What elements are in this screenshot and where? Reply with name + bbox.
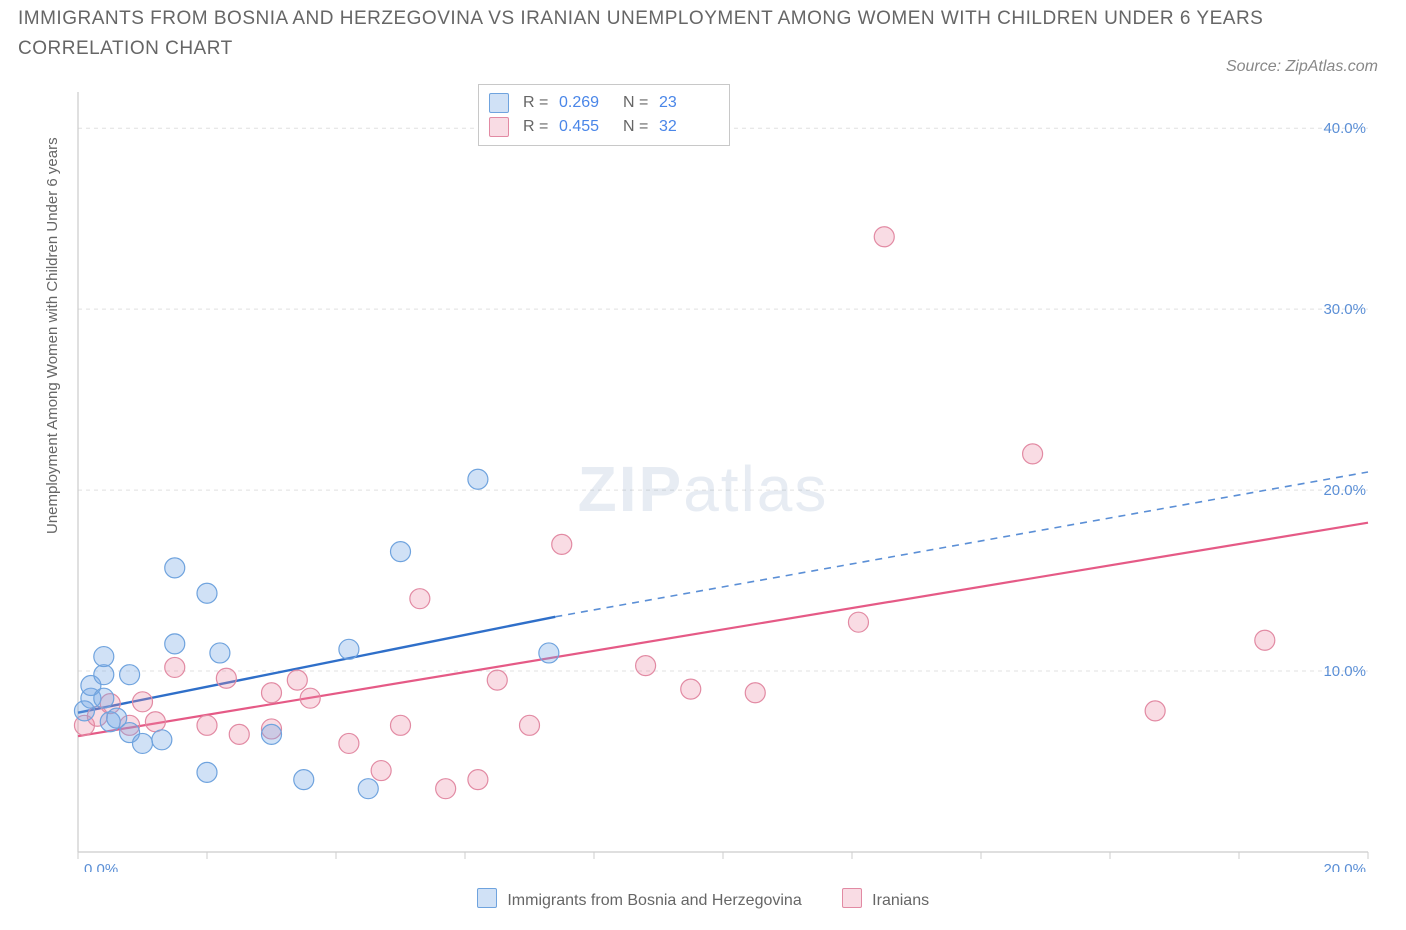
svg-text:30.0%: 30.0% [1323,301,1366,318]
stats-legend: R = 0.269 N = 23 R = 0.455 N = 32 [478,84,730,146]
n-value-a: 23 [659,91,715,115]
chart-area: Unemployment Among Women with Children U… [18,82,1388,912]
svg-text:20.0%: 20.0% [1323,861,1366,872]
r-label: R = [523,115,551,139]
n-label: N = [623,91,651,115]
y-axis-label: Unemployment Among Women with Children U… [44,137,61,534]
svg-text:20.0%: 20.0% [1323,482,1366,499]
svg-text:10.0%: 10.0% [1323,663,1366,680]
title-line-1: IMMIGRANTS FROM BOSNIA AND HERZEGOVINA V… [18,4,1388,34]
r-value-b: 0.455 [559,115,615,139]
svg-text:40.0%: 40.0% [1323,120,1366,137]
title-line-2: CORRELATION CHART [18,34,1388,64]
footer-label-b: Iranians [872,892,929,909]
footer-series-a: Immigrants from Bosnia and Herzegovina [477,888,802,910]
swatch-series-a [489,93,509,113]
n-value-b: 32 [659,115,715,139]
r-value-a: 0.269 [559,91,615,115]
legend-row-b: R = 0.455 N = 32 [489,115,715,139]
swatch-series-b-footer [842,888,862,908]
svg-text:0.0%: 0.0% [84,861,118,872]
n-label: N = [623,115,651,139]
legend-row-a: R = 0.269 N = 23 [489,91,715,115]
footer-legend: Immigrants from Bosnia and Herzegovina I… [18,888,1388,910]
swatch-series-a-footer [477,888,497,908]
r-label: R = [523,91,551,115]
scatter-plot: 10.0% 20.0% 30.0% 40.0% 0.0% 20.0% [18,82,1388,872]
chart-header: IMMIGRANTS FROM BOSNIA AND HERZEGOVINA V… [0,0,1406,65]
source-label: Source: ZipAtlas.com [1226,58,1378,76]
footer-series-b: Iranians [842,888,929,910]
footer-label-a: Immigrants from Bosnia and Herzegovina [507,892,801,909]
swatch-series-b [489,117,509,137]
